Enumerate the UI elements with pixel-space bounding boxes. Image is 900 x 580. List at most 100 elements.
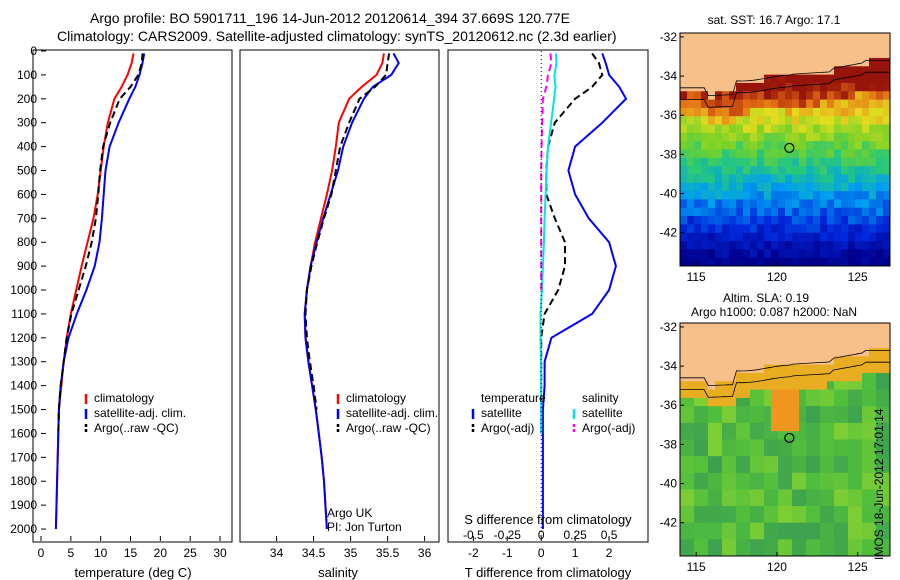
map-cell	[813, 199, 821, 209]
map-cell	[722, 132, 730, 142]
map-cell	[862, 431, 870, 440]
map-cell	[743, 339, 751, 349]
map-cell	[729, 207, 737, 217]
map-cell	[722, 339, 730, 349]
map-cell	[834, 323, 842, 332]
map-cell	[806, 481, 814, 490]
map-cell	[722, 364, 730, 374]
map-cell	[764, 339, 772, 349]
map-cell	[785, 364, 793, 374]
map-cell	[680, 397, 688, 407]
map-cell	[813, 257, 821, 267]
map-cell	[869, 157, 877, 167]
map-cell	[680, 191, 688, 200]
map-cell	[834, 132, 842, 142]
map-cell	[715, 132, 723, 142]
map-cell	[806, 49, 814, 59]
map-cell	[708, 191, 716, 200]
y-tick-label: 1600	[10, 426, 37, 440]
map-cell	[750, 49, 758, 59]
map-cell	[694, 472, 702, 482]
map-cell	[827, 41, 835, 51]
map-cell	[848, 381, 856, 390]
map-cell	[743, 514, 751, 524]
map-cell	[813, 472, 821, 482]
map-cell	[715, 216, 723, 225]
map-cell	[827, 439, 835, 449]
map-cell	[750, 157, 758, 167]
map-cell	[757, 57, 765, 67]
map-cell	[876, 232, 884, 242]
map-cell	[806, 157, 814, 167]
temperature-axes	[32, 49, 233, 543]
map-cell	[729, 216, 737, 225]
map-cell	[715, 472, 723, 482]
map-cell	[715, 364, 723, 374]
map-cell	[792, 481, 800, 490]
map-cell	[722, 481, 730, 490]
map-cell	[820, 414, 828, 424]
map-cell	[743, 472, 751, 482]
map-cell	[862, 124, 870, 134]
map-cell	[701, 464, 709, 474]
map-cell	[827, 33, 835, 42]
map-cell	[715, 249, 723, 259]
map-cell	[862, 381, 870, 390]
map-cell	[729, 506, 737, 515]
map-cell	[841, 182, 849, 192]
map-cell	[799, 447, 807, 457]
map-cell	[778, 116, 786, 125]
map-cell	[820, 339, 828, 349]
map-cell	[785, 323, 793, 332]
map-cell	[757, 191, 765, 200]
map-cell	[687, 74, 695, 84]
map-cell	[729, 389, 737, 399]
map-cell	[701, 33, 709, 42]
map-cell	[869, 224, 877, 234]
map-cell	[708, 339, 716, 349]
map-cell	[855, 539, 863, 549]
map-cell	[715, 547, 723, 557]
map-cell	[722, 207, 730, 217]
map-cell	[862, 99, 870, 109]
map-cell	[792, 456, 800, 465]
map-cell	[869, 347, 877, 357]
map-cell	[743, 381, 751, 390]
map-cell	[708, 41, 716, 51]
map-cell	[729, 531, 737, 540]
map-cell	[841, 41, 849, 51]
map-cell	[848, 497, 856, 507]
map-cell	[694, 431, 702, 440]
map-cell	[799, 497, 807, 507]
y-tick-label: 2000	[10, 522, 37, 536]
map-cell	[862, 539, 870, 549]
map-cell	[883, 331, 891, 341]
map-cell	[729, 74, 737, 84]
map-cell	[771, 389, 779, 399]
map-cell	[855, 331, 863, 341]
map-cell	[820, 207, 828, 217]
map-cell	[687, 522, 695, 532]
map-cell	[694, 49, 702, 59]
map-cell	[715, 514, 723, 524]
map-cell	[708, 447, 716, 457]
map-cell	[764, 389, 772, 399]
salinity-xlabel: salinity	[318, 565, 358, 580]
map-cell	[771, 132, 779, 142]
map-cell	[694, 356, 702, 366]
map-cell	[771, 331, 779, 341]
map-cell	[869, 74, 877, 84]
map-cell	[855, 514, 863, 524]
map-cell	[785, 381, 793, 390]
map-cell	[743, 456, 751, 465]
s-tick-label: -0.5	[463, 528, 484, 542]
map-cell	[701, 372, 709, 382]
map-cell	[680, 431, 688, 440]
map-cell	[729, 99, 737, 109]
map-cell	[855, 489, 863, 499]
map-cell	[771, 249, 779, 259]
map-cell	[834, 257, 842, 267]
map-cell	[771, 414, 779, 424]
map-cell	[848, 323, 856, 332]
map-cell	[841, 372, 849, 382]
